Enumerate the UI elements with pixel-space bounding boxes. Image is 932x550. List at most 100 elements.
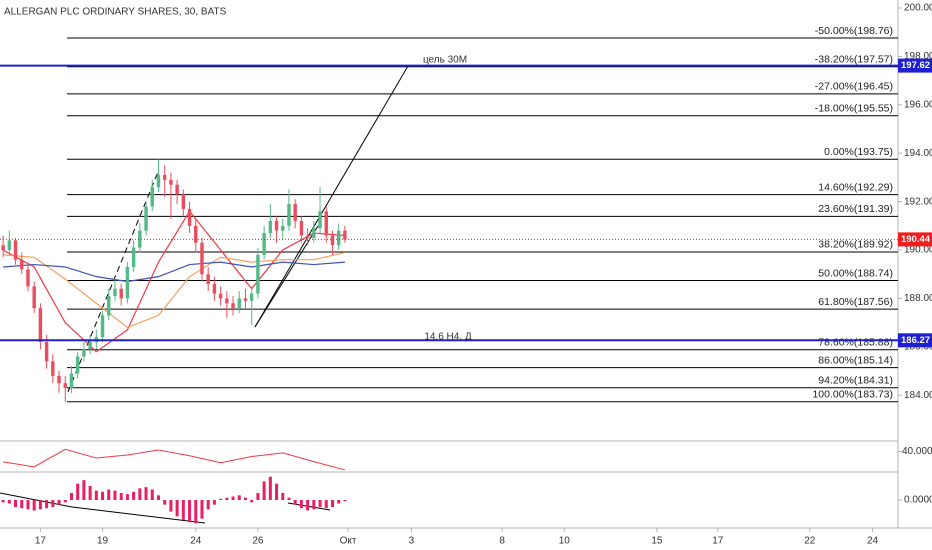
histogram-bar: [212, 500, 216, 505]
fib-label: 50.00%(188.74): [818, 267, 893, 279]
histogram-bar: [69, 493, 73, 500]
candle-body: [231, 303, 235, 309]
histogram-bar: [312, 500, 316, 510]
candle-body: [44, 342, 49, 362]
histogram-bar: [82, 480, 86, 500]
x-tick-label: 17: [35, 536, 47, 547]
y-tick-label: 192.00: [904, 196, 932, 207]
histogram-bar: [262, 481, 266, 500]
histogram-bar: [14, 500, 18, 507]
histogram-bar: [132, 491, 136, 500]
histogram-bar: [219, 498, 223, 500]
histogram-bar: [306, 500, 310, 511]
candle-body: [336, 230, 341, 246]
x-tick-label: 26: [252, 536, 264, 547]
y-tick-label: 40.0000: [902, 446, 932, 457]
candle-body: [287, 204, 291, 226]
candle-body: [7, 240, 12, 251]
fib-label: -38.20%(197.57): [815, 54, 893, 66]
x-tick-label: Окт: [340, 536, 357, 547]
histogram-bar: [324, 500, 328, 509]
candle-body: [330, 235, 335, 246]
moving-average: [2, 210, 345, 353]
histogram-bar: [281, 493, 285, 500]
histogram-bar: [156, 495, 160, 500]
candle-body: [125, 266, 130, 299]
histogram-bar: [250, 500, 254, 503]
annotation: 14,6 H4, Д: [424, 332, 472, 343]
moving-average: [3, 261, 345, 283]
fib-label: 78.60%(185.88): [818, 337, 893, 349]
histogram-bar: [1, 500, 5, 503]
candle-body: [237, 298, 241, 309]
histogram-bar: [94, 490, 98, 500]
fib-label: -18.00%(195.55): [815, 102, 893, 114]
histogram-bar: [231, 496, 235, 500]
histogram-bar: [32, 500, 36, 511]
candle-body: [200, 242, 204, 275]
candle-body: [13, 240, 18, 260]
histogram-bar: [101, 491, 105, 500]
histogram-bar: [175, 500, 179, 517]
histogram-bar: [237, 495, 241, 500]
histogram-bar: [225, 497, 229, 500]
candle-body: [113, 288, 117, 297]
candle-body: [274, 220, 279, 231]
price-tag: [898, 333, 932, 348]
x-tick-label: 8: [499, 536, 505, 547]
histogram-bar: [88, 486, 92, 500]
candle-body: [249, 293, 254, 301]
histogram-bar: [138, 488, 142, 500]
x-tick-label: 24: [190, 536, 202, 547]
histogram-bar: [200, 500, 204, 519]
y-tick-label: 190.00: [904, 245, 932, 256]
candle-body: [82, 349, 86, 357]
candle-body: [206, 274, 210, 284]
candle-body: [281, 225, 285, 231]
candle-body: [194, 225, 198, 243]
candle-body: [26, 269, 30, 287]
candle-body: [75, 356, 80, 374]
annotation: цель 30M: [423, 55, 467, 66]
candle-body: [181, 194, 186, 209]
candle-body: [88, 342, 92, 350]
candle-body: [57, 375, 61, 384]
y-tick-label: 198.00: [904, 51, 932, 62]
candle-body: [268, 220, 273, 234]
histogram-bar: [330, 500, 334, 507]
candle-body: [63, 383, 67, 388]
y-tick-label: 196.00: [904, 99, 932, 110]
trend-line: [254, 65, 409, 328]
candle-body: [169, 179, 173, 185]
histogram-bar: [243, 497, 247, 500]
candle-body: [324, 211, 328, 236]
candle-body: [156, 174, 161, 188]
histogram-bar: [188, 500, 192, 523]
candle-body: [243, 298, 248, 301]
fib-label: 100.00%(183.73): [812, 389, 893, 401]
histogram-bar: [26, 500, 30, 510]
fib-label: 94.20%(184.31): [818, 375, 893, 387]
histogram-bar: [287, 497, 291, 500]
histogram-bar: [163, 500, 167, 505]
candle-body: [69, 373, 74, 388]
candle-body: [343, 230, 347, 240]
price-tag-label: 197.62: [901, 60, 930, 71]
price-tag-label: 190.44: [901, 234, 931, 245]
histogram-bar: [7, 500, 11, 504]
histogram-bar: [337, 500, 341, 504]
histogram-bar: [125, 494, 129, 500]
price-tag: [898, 232, 932, 247]
price-tag-label: 186.27: [901, 335, 930, 346]
candle-body: [162, 174, 167, 180]
x-tick-label: 24: [867, 536, 879, 547]
fib-label: 14.60%(192.29): [818, 181, 893, 193]
y-tick-label: 194.00: [904, 148, 932, 159]
candle-body: [212, 283, 217, 294]
fib-label: 0.00%(193.75): [824, 146, 893, 158]
candle-body: [51, 361, 55, 376]
candle-body: [175, 184, 179, 195]
candle-body: [32, 286, 36, 309]
